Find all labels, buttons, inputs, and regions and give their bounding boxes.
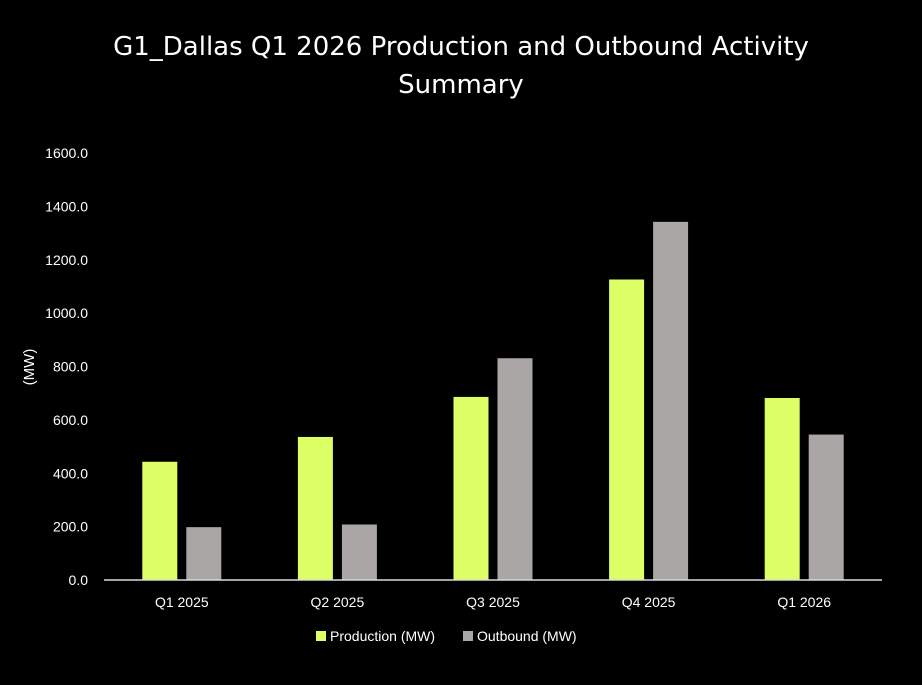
chart-title-line-1: G1_Dallas Q1 2026 Production and Outboun… (113, 32, 809, 62)
production-bar (764, 397, 800, 580)
legend-swatch-outbound (463, 631, 473, 641)
x-category-label: Q3 2025 (466, 594, 520, 610)
outbound-bar (653, 221, 689, 580)
legend-swatch-production (316, 631, 326, 641)
y-axis-label: (MW) (21, 349, 38, 386)
bars (142, 221, 844, 580)
y-tick-label: 1000.0 (45, 305, 88, 321)
outbound-bar (341, 524, 377, 580)
x-axis-categories: Q1 2025 Q2 2025 Q3 2025 Q4 2025 Q1 2026 (155, 594, 831, 610)
x-category-label: Q1 2025 (155, 594, 209, 610)
y-tick-label: 200.0 (53, 519, 88, 535)
y-tick-label: 600.0 (53, 412, 88, 428)
x-category-label: Q2 2025 (311, 594, 365, 610)
y-axis-ticks: 0.0 200.0 400.0 600.0 800.0 1000.0 1200.0 1400.… (45, 145, 88, 588)
outbound-bar (497, 358, 533, 580)
y-tick-label: 0.0 (69, 572, 89, 588)
x-category-label: Q1 2026 (777, 594, 831, 610)
outbound-bar (808, 434, 844, 580)
legend-label-outbound: Outbound (MW) (477, 628, 577, 644)
legend-label-production: Production (MW) (330, 628, 435, 644)
outbound-bar (186, 527, 222, 580)
y-tick-label: 1200.0 (45, 252, 88, 268)
production-bar (453, 396, 489, 580)
y-tick-label: 1600.0 (45, 145, 88, 161)
legend: Production (MW) Outbound (MW) (316, 628, 577, 644)
y-tick-label: 400.0 (53, 465, 88, 481)
x-category-label: Q4 2025 (622, 594, 676, 610)
chart-title: G1_Dallas Q1 2026 Production and Outboun… (0, 28, 922, 104)
y-tick-label: 1400.0 (45, 198, 88, 214)
chart-title-line-2: Summary (398, 70, 524, 100)
production-bar (297, 436, 333, 580)
production-bar (142, 461, 178, 580)
y-tick-label: 800.0 (53, 359, 88, 375)
production-bar (609, 279, 645, 580)
